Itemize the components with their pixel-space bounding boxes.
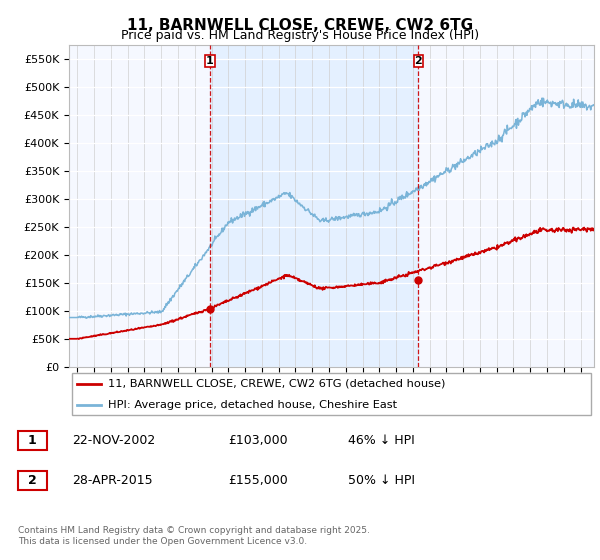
Text: Contains HM Land Registry data © Crown copyright and database right 2025.
This d: Contains HM Land Registry data © Crown c… [18,526,370,546]
Text: 1: 1 [28,433,37,447]
Text: 22-NOV-2002: 22-NOV-2002 [72,433,155,447]
FancyBboxPatch shape [205,55,215,67]
Text: £155,000: £155,000 [228,474,288,487]
Text: 1: 1 [206,56,214,66]
Bar [210,45,418,367]
FancyBboxPatch shape [18,431,47,450]
Text: Price paid vs. HM Land Registry's House Price Index (HPI): Price paid vs. HM Land Registry's House … [121,29,479,42]
Text: 50% ↓ HPI: 50% ↓ HPI [348,474,415,487]
Text: HPI: Average price, detached house, Cheshire East: HPI: Average price, detached house, Ches… [109,400,398,410]
FancyBboxPatch shape [18,470,47,489]
Text: 2: 2 [28,474,37,487]
FancyBboxPatch shape [413,55,423,67]
Text: 46% ↓ HPI: 46% ↓ HPI [348,433,415,447]
Text: 11, BARNWELL CLOSE, CREWE, CW2 6TG: 11, BARNWELL CLOSE, CREWE, CW2 6TG [127,18,473,33]
Text: 2: 2 [415,56,422,66]
Text: 11, BARNWELL CLOSE, CREWE, CW2 6TG (detached house): 11, BARNWELL CLOSE, CREWE, CW2 6TG (deta… [109,379,446,389]
Text: 28-APR-2015: 28-APR-2015 [72,474,152,487]
FancyBboxPatch shape [71,373,592,416]
Text: £103,000: £103,000 [228,433,287,447]
